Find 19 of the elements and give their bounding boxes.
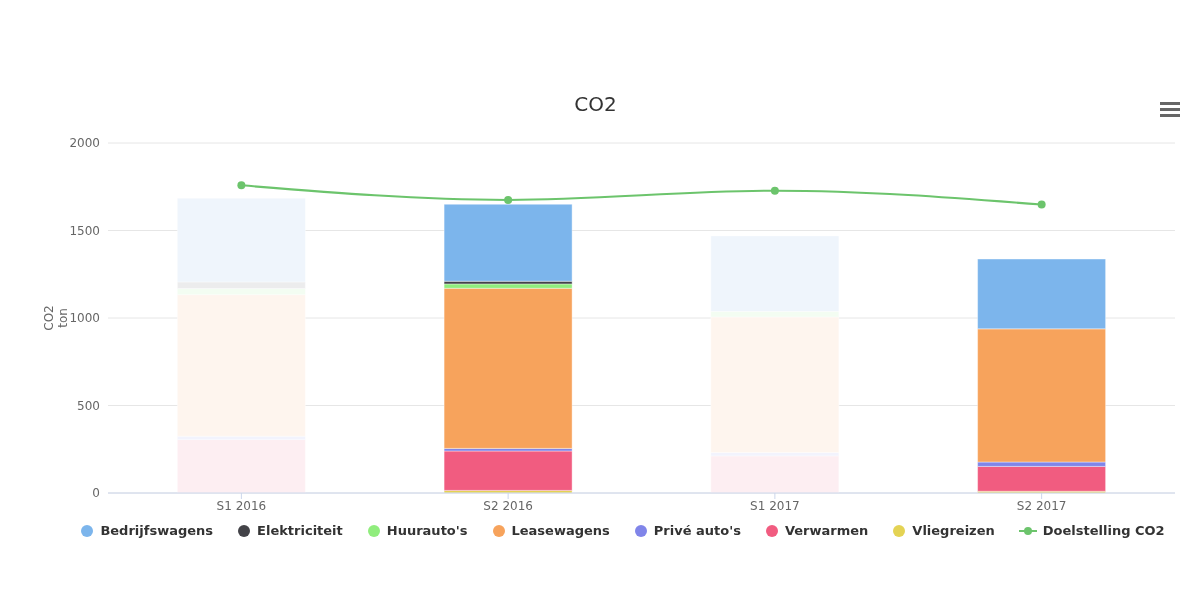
- x-tick-label: S2 2017: [1016, 498, 1067, 513]
- y-tick-label: 500: [77, 398, 100, 413]
- x-tick-label: S1 2017: [750, 498, 800, 513]
- legend-label: Huurauto's: [385, 523, 468, 538]
- legend-label: Vliegreizen: [911, 523, 995, 538]
- x-tick-label: S2 2016: [483, 498, 533, 513]
- legend-label: Leasewagens: [510, 523, 610, 538]
- chart-title: CO2: [573, 92, 618, 116]
- y-tick-label: 1500: [69, 223, 100, 238]
- legend-label: Bedrijfswagens: [99, 523, 214, 538]
- legend-label: Doelstelling CO2: [1041, 523, 1165, 538]
- y-tick-label: 1000: [69, 311, 100, 326]
- x-tick-label: S1 2016: [216, 498, 267, 513]
- y-axis-title: CO2 ton: [42, 305, 70, 331]
- y-tick-label: 2000: [69, 136, 100, 151]
- legend-label: Elektriciteit: [256, 523, 343, 538]
- y-tick-label: 0: [92, 486, 100, 501]
- legend-label: Privé auto's: [652, 523, 741, 538]
- legend-label: Verwarmen: [783, 523, 869, 538]
